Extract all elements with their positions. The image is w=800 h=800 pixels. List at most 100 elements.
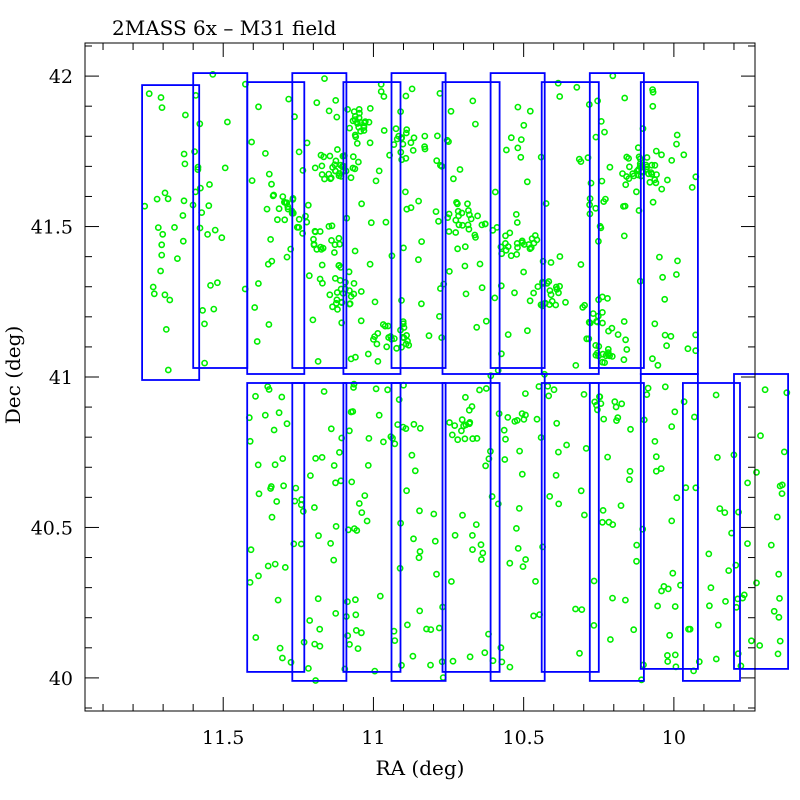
source-point [326,291,334,299]
source-point [651,161,659,169]
source-point [501,456,509,463]
source-point [251,304,259,311]
source-point [332,97,340,104]
source-point [554,79,562,87]
source-point [684,345,692,353]
source-point [306,472,314,479]
source-point [455,212,462,220]
source-point [476,386,483,394]
survey-frame [733,373,789,670]
source-point [453,200,461,208]
source-point [596,393,604,401]
source-point [661,331,669,339]
source-point [209,71,217,78]
source-point [609,594,616,602]
source-point [481,220,489,228]
source-point [392,125,400,133]
source-point [351,247,359,255]
source-point [318,453,326,461]
source-point [311,164,319,172]
source-point [270,426,278,434]
source-point [299,507,307,515]
source-point [622,336,629,344]
source-point [416,424,424,432]
source-point [530,612,537,620]
source-point [158,241,166,249]
source-point [350,380,358,388]
source-point [550,386,558,394]
source-point [599,350,607,358]
source-point [246,437,254,445]
source-point [522,390,529,397]
source-point [265,170,273,178]
source-point [335,448,343,456]
source-point [357,629,365,637]
source-point [149,283,157,291]
x-tick-label: 11.5 [202,727,244,749]
source-point [506,559,514,567]
source-point [416,607,424,615]
source-point [280,482,287,490]
source-point [606,163,614,171]
source-point [357,127,364,135]
source-point [425,332,433,340]
source-point [663,342,670,350]
source-point [680,151,688,159]
source-point [452,229,460,236]
source-point [325,107,333,115]
source-point [333,113,341,121]
source-point [674,257,681,265]
source-point [770,607,778,615]
source-point [491,294,499,302]
source-point [753,468,760,476]
source-point [546,492,554,500]
source-point [617,502,625,509]
source-point [400,324,408,331]
source-point [221,164,229,172]
source-point [447,107,455,115]
source-point [275,205,283,213]
source-point [325,222,333,230]
source-point [180,150,188,158]
source-point [722,598,729,605]
source-point [454,436,462,444]
source-point [614,414,622,422]
source-point [154,224,162,231]
source-point [514,244,521,251]
source-point [553,419,561,427]
source-point [332,523,340,530]
source-point [350,290,358,298]
source-point [375,167,383,175]
source-point [409,652,417,660]
source-point [547,291,555,299]
source-point [158,251,166,259]
source-point [654,602,661,610]
source-point [252,634,260,641]
source-point [348,478,356,486]
source-point [735,508,742,516]
source-point [159,230,167,238]
source-point [247,546,255,554]
source-point [210,305,218,313]
source-point [552,471,560,479]
source-point [517,153,525,161]
source-point [605,327,612,335]
source-point [274,596,282,604]
source-point [411,467,419,475]
source-point [630,172,638,180]
source-point [306,617,314,624]
source-point [206,181,213,188]
survey-frame [639,81,699,375]
y-tick-label: 40 [49,668,73,690]
source-point [350,384,357,391]
source-point [346,124,353,132]
source-point [482,462,489,470]
source-point [354,645,362,652]
source-point [179,212,187,219]
source-point [164,366,172,374]
source-point [556,93,564,100]
source-points [141,71,791,684]
x-tick-label: 11 [361,727,385,749]
source-point [157,267,164,275]
source-point [592,133,600,141]
